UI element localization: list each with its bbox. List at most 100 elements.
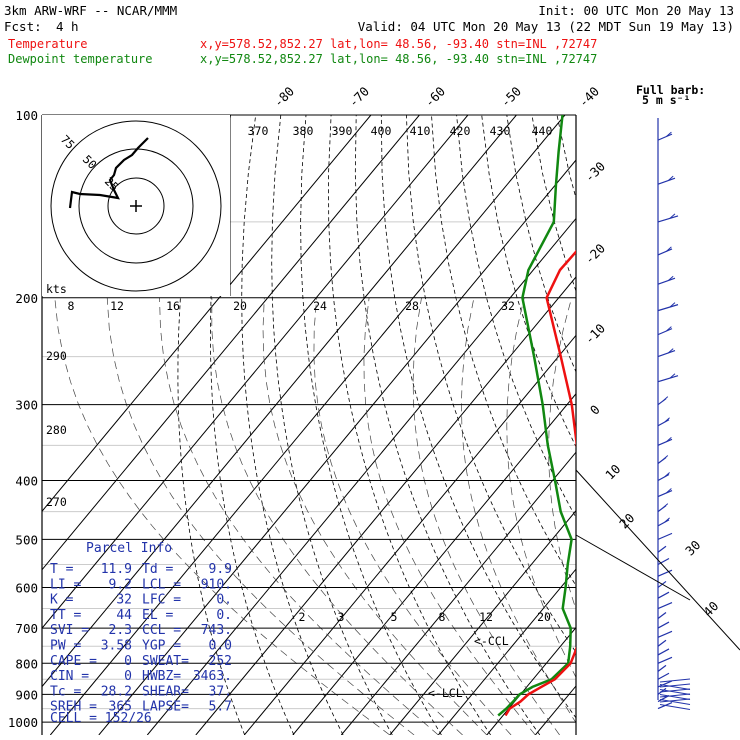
moist-adiabat-line — [262, 297, 488, 735]
parcel-param-label: YGP = — [142, 639, 181, 654]
wind-barb-flag — [657, 569, 673, 577]
isotherm-line — [146, 217, 576, 735]
moist-adiabat-line — [106, 297, 415, 735]
hodograph-units: kts — [46, 282, 67, 296]
parcel-param-value: 44 — [116, 608, 132, 623]
parcel-param-label: SWEAT= — [142, 654, 189, 669]
init-time: Init: 00 UTC Mon 20 May 13 — [538, 3, 734, 18]
theta-label: 430 — [490, 124, 511, 138]
dry-adiabat-line — [209, 115, 295, 735]
isotherm-label: -10 — [582, 321, 609, 348]
mixing-ratio-label: 3 — [338, 610, 345, 624]
wind-barb-flag — [657, 133, 673, 141]
wind-barb-flag — [666, 131, 672, 137]
isotherm-line — [243, 334, 576, 735]
wind-barb-flag — [659, 699, 691, 705]
wind-barb-flag — [657, 680, 673, 688]
pressure-tick-label: 400 — [15, 474, 38, 489]
wind-barb-flag — [664, 472, 670, 478]
hodograph-ring-75 — [50, 120, 222, 292]
dry-adiabat-line — [531, 115, 576, 293]
parcel-info-title: Parcel Info — [86, 541, 172, 556]
wind-barb-flag — [657, 215, 679, 223]
theta-label: 420 — [450, 124, 471, 138]
moist-adiabat-line — [159, 297, 439, 735]
isotherm-line — [98, 159, 576, 735]
wind-barb-flag — [657, 656, 673, 664]
model-title: 3km ARW-WRF -- NCAR/MMM — [4, 3, 177, 18]
parcel-param-label: TT = — [50, 608, 81, 623]
parcel-param-label: HWBZ= — [142, 669, 181, 684]
parcel-param-label: CIN = — [50, 669, 89, 684]
isotherm-label: -30 — [582, 159, 609, 186]
wind-barb-flag — [666, 326, 672, 332]
parcel-param-label: EL = — [142, 608, 173, 623]
pressure-tick-label: 200 — [15, 291, 38, 306]
moist-adiabat-line — [211, 297, 463, 735]
wind-barb-flag — [657, 474, 670, 482]
temperature-line — [504, 249, 576, 717]
parcel-param-value: 743. — [201, 623, 232, 638]
parcel-param-label: LFC = — [142, 593, 181, 608]
parcel-param-value: 365 — [109, 700, 132, 715]
pressure-tick-label: 900 — [15, 687, 38, 702]
dry-adiabat-line — [431, 115, 576, 587]
parcel-param-value: 28.2 — [101, 684, 132, 699]
dewpoint-location-text: x,y=578.52,852.27 lat,lon= 48.56, -93.40… — [200, 52, 597, 66]
mixing-ratio-labels: 8 12 16 20 24 28 32 2 3 5 8 12 20 — [68, 299, 551, 624]
moist-adiabat-line — [313, 297, 512, 735]
mixing-ratio-label: 20 — [537, 610, 551, 624]
theta-label: 440 — [532, 124, 553, 138]
wind-barb-flag — [657, 177, 676, 185]
wind-barb-flag — [657, 648, 670, 656]
parcel-param-value: 3463. — [193, 669, 232, 684]
dry-adiabat-line — [241, 115, 344, 735]
parcel-param-value: 0 — [124, 654, 132, 669]
wind-barb-flag — [659, 688, 691, 693]
mixing-ratio-label: 5 — [391, 610, 398, 624]
mixing-ratio-label: 28 — [405, 299, 419, 313]
dry-adiabat-line — [683, 115, 740, 735]
parcel-param-value: 0. — [216, 608, 232, 623]
moist-adiabat-line — [548, 297, 576, 611]
wind-barb-flag — [657, 328, 673, 336]
valid-time: Valid: 04 UTC Mon 20 May 13 (22 MDT Sun … — [358, 19, 734, 34]
temperature-legend-label: Temperature — [8, 37, 87, 51]
mixing-ratio-label: 12 — [110, 299, 124, 313]
isotherm-label: -20 — [582, 241, 609, 268]
parcel-cell: CELL = 152/26 — [50, 711, 152, 726]
parcel-param-value: 3.58 — [101, 639, 132, 654]
mixing-ratio-label: 8 — [68, 299, 75, 313]
wind-barb-flag — [657, 601, 673, 610]
parcel-param-value: 0 — [124, 669, 132, 684]
parcel-param-value: 0.0 — [209, 639, 232, 654]
parcel-param-label: PW = — [50, 639, 81, 654]
parcel-param-label: Td = — [142, 562, 173, 577]
wind-barb-flag — [666, 488, 672, 494]
wind-barb-flag — [657, 375, 679, 383]
mixing-ratio-label: 8 — [439, 610, 446, 624]
parcel-param-value: 9.2 — [109, 577, 132, 592]
theta-label: 280 — [46, 423, 67, 437]
pressure-tick-label: 1000 — [8, 715, 38, 730]
wind-barb-flag — [662, 503, 669, 509]
parcel-param-label: CCL = — [142, 623, 181, 638]
dry-adiabat-line — [271, 115, 393, 735]
moist-adiabat-line — [461, 297, 576, 724]
parcel-param-label: T = — [50, 562, 74, 577]
pressure-tick-label: 300 — [15, 398, 38, 413]
isotherm-line — [42, 115, 420, 571]
barb-legend-line2: 5 m s⁻¹ — [642, 93, 690, 107]
dry-adiabat-line — [733, 115, 740, 735]
isotherm-label: 0 — [587, 402, 603, 418]
moist-adiabat-line — [506, 297, 576, 679]
wind-barb-flag — [657, 532, 673, 540]
dry-adiabat-line — [380, 115, 576, 719]
barb-legend-line1: Full barb: — [636, 83, 705, 97]
parcel-param-label: K = — [50, 593, 74, 608]
parcel-param-label: SVI = — [50, 623, 89, 638]
wind-barb-flag — [657, 621, 670, 629]
isotherm-label: -60 — [422, 84, 449, 111]
theta-label: 390 — [332, 124, 353, 138]
parcel-param-label: LAPSE= — [142, 700, 189, 715]
